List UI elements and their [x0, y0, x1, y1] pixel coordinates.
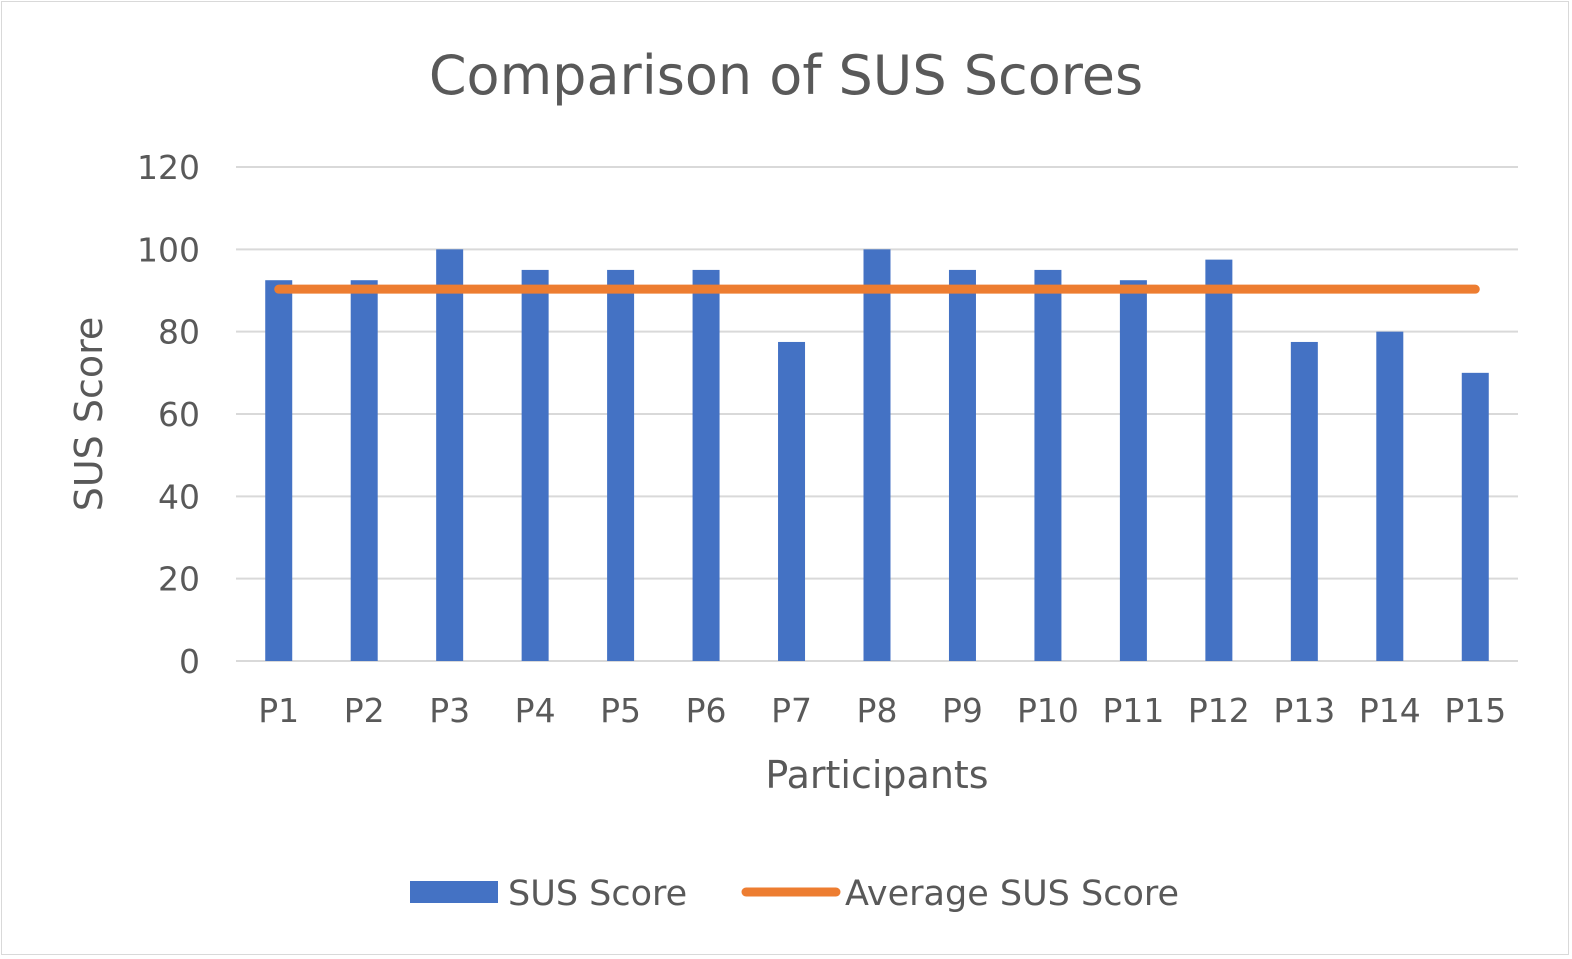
x-tick-label: P9	[942, 691, 983, 730]
bar-p11	[1119, 280, 1147, 661]
bar-p6	[692, 269, 720, 661]
bar-p5	[607, 269, 635, 661]
legend: SUS Score Average SUS Score	[410, 874, 1179, 914]
bar-p4	[521, 269, 549, 661]
x-tick-label: P3	[429, 691, 470, 730]
x-tick-label: P6	[686, 691, 727, 730]
y-tick-label: 60	[158, 395, 200, 434]
bar-p8	[863, 249, 891, 662]
x-tick-label: P1	[258, 691, 299, 730]
bar-p10	[1034, 269, 1062, 661]
y-tick-label: 0	[179, 642, 200, 681]
bar-p14	[1376, 331, 1404, 661]
y-axis-ticks: 0 20 40 60 80 100 120	[137, 148, 200, 681]
legend-label-sus-score: SUS Score	[508, 874, 687, 914]
y-tick-label: 20	[158, 560, 200, 599]
x-tick-label: P14	[1359, 691, 1421, 730]
y-tick-label: 80	[158, 313, 200, 352]
legend-swatch-sus-score	[410, 881, 498, 903]
x-tick-label: P7	[771, 691, 812, 730]
x-tick-label: P11	[1102, 691, 1164, 730]
x-tick-label: P4	[515, 691, 556, 730]
x-tick-label: P13	[1273, 691, 1335, 730]
x-tick-label: P5	[600, 691, 641, 730]
chart-title: Comparison of SUS Scores	[429, 44, 1143, 107]
legend-label-average-sus-score: Average SUS Score	[845, 874, 1179, 914]
y-axis-label: SUS Score	[67, 317, 111, 512]
y-tick-label: 100	[137, 230, 200, 269]
bar-p12	[1205, 259, 1233, 661]
x-axis-ticks: P1 P2 P3 P4 P5 P6 P7 P8 P9 P10 P11 P12 P13 P14 P15	[258, 691, 1506, 730]
bar-p1	[265, 280, 293, 661]
x-tick-label: P10	[1017, 691, 1079, 730]
bar-p3	[436, 249, 464, 662]
x-tick-label: P2	[344, 691, 385, 730]
x-tick-label: P12	[1188, 691, 1250, 730]
bar-p9	[948, 269, 976, 661]
x-tick-label: P8	[857, 691, 898, 730]
y-tick-label: 40	[158, 477, 200, 516]
bar-p2	[350, 280, 378, 661]
bar-p15	[1461, 372, 1489, 661]
x-tick-label: P15	[1444, 691, 1506, 730]
bar-p7	[778, 341, 806, 661]
bars	[265, 249, 1489, 662]
y-tick-label: 120	[137, 148, 200, 187]
bar-p13	[1290, 341, 1318, 661]
x-axis-label: Participants	[765, 753, 988, 797]
